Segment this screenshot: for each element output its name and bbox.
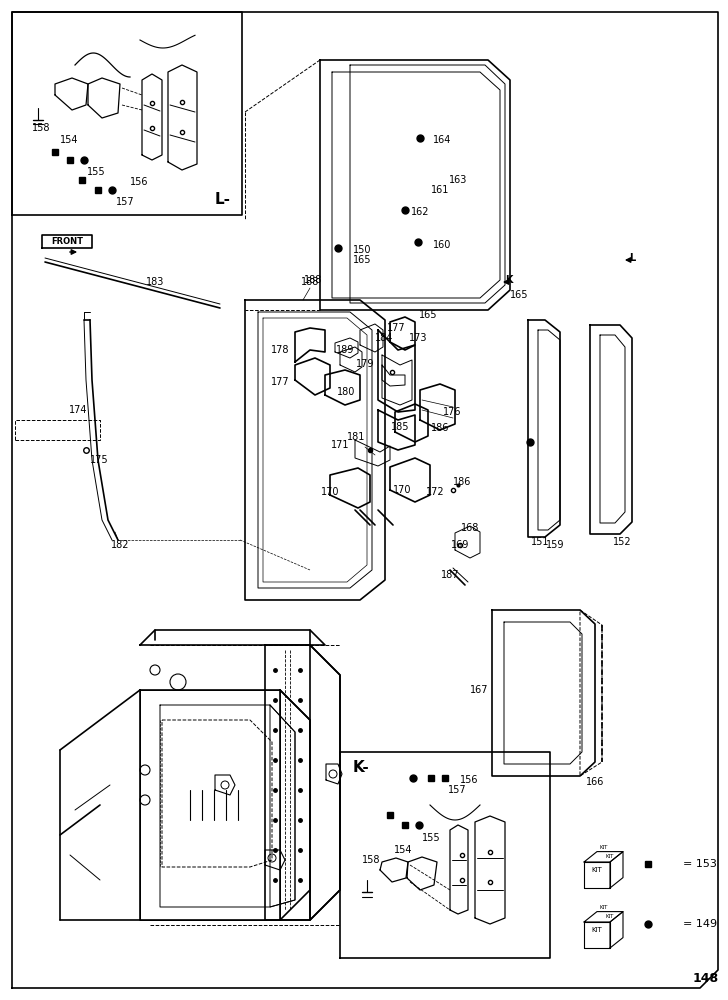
Text: 187: 187 bbox=[440, 570, 459, 580]
Text: 189: 189 bbox=[336, 345, 355, 355]
Text: FRONT: FRONT bbox=[51, 237, 83, 246]
Text: 183: 183 bbox=[146, 277, 165, 287]
Text: 151: 151 bbox=[531, 537, 549, 547]
Text: 176: 176 bbox=[443, 407, 462, 417]
Text: 185: 185 bbox=[391, 422, 409, 432]
Text: 166: 166 bbox=[586, 777, 604, 787]
Text: 179: 179 bbox=[356, 359, 374, 369]
Text: K-: K- bbox=[353, 760, 370, 776]
Text: 150: 150 bbox=[353, 245, 371, 255]
Text: 154: 154 bbox=[394, 845, 413, 855]
Text: 171: 171 bbox=[331, 440, 349, 450]
Text: 177: 177 bbox=[387, 323, 405, 333]
Text: 178: 178 bbox=[271, 345, 289, 355]
Text: 164: 164 bbox=[433, 135, 451, 145]
Text: 186: 186 bbox=[453, 477, 471, 487]
Text: KIT: KIT bbox=[606, 854, 614, 859]
Text: 170: 170 bbox=[393, 485, 411, 495]
Text: 158: 158 bbox=[362, 855, 381, 865]
Text: 181: 181 bbox=[347, 432, 365, 442]
Text: 162: 162 bbox=[411, 207, 430, 217]
Text: 165: 165 bbox=[353, 255, 371, 265]
Text: KIT: KIT bbox=[599, 845, 608, 850]
Text: 182: 182 bbox=[111, 540, 130, 550]
Text: 152: 152 bbox=[613, 537, 631, 547]
Text: 155: 155 bbox=[422, 833, 440, 843]
Text: 157: 157 bbox=[116, 197, 135, 207]
Text: 165: 165 bbox=[510, 290, 529, 300]
Text: 169: 169 bbox=[451, 540, 469, 550]
Text: KIT: KIT bbox=[592, 867, 602, 873]
Text: 188: 188 bbox=[301, 277, 319, 287]
Text: 177: 177 bbox=[271, 377, 289, 387]
Text: 161: 161 bbox=[431, 185, 449, 195]
Text: K: K bbox=[505, 275, 513, 285]
Text: 186: 186 bbox=[431, 423, 449, 433]
Text: L: L bbox=[629, 253, 635, 263]
Text: 167: 167 bbox=[470, 685, 488, 695]
Text: 184: 184 bbox=[375, 333, 393, 343]
Text: KIT: KIT bbox=[592, 927, 602, 933]
Text: 148: 148 bbox=[693, 972, 719, 984]
Text: 154: 154 bbox=[60, 135, 79, 145]
Text: 155: 155 bbox=[87, 167, 106, 177]
Text: = 149: = 149 bbox=[683, 919, 717, 929]
Text: 159: 159 bbox=[546, 540, 564, 550]
Text: KIT: KIT bbox=[599, 905, 608, 910]
Text: 157: 157 bbox=[448, 785, 467, 795]
Text: 156: 156 bbox=[460, 775, 478, 785]
Text: 158: 158 bbox=[32, 123, 50, 133]
Text: 188: 188 bbox=[304, 275, 323, 285]
Text: 156: 156 bbox=[130, 177, 149, 187]
Text: = 153: = 153 bbox=[683, 859, 717, 869]
Text: L-: L- bbox=[215, 192, 231, 208]
Text: KIT: KIT bbox=[606, 914, 614, 919]
Text: 172: 172 bbox=[426, 487, 444, 497]
Text: 163: 163 bbox=[449, 175, 467, 185]
Text: 173: 173 bbox=[408, 333, 427, 343]
Text: 168: 168 bbox=[461, 523, 479, 533]
Text: 165: 165 bbox=[419, 310, 438, 320]
Text: 160: 160 bbox=[433, 240, 451, 250]
Text: 170: 170 bbox=[321, 487, 339, 497]
Text: 180: 180 bbox=[336, 387, 355, 397]
Text: 174: 174 bbox=[68, 405, 87, 415]
Text: 175: 175 bbox=[90, 455, 108, 465]
